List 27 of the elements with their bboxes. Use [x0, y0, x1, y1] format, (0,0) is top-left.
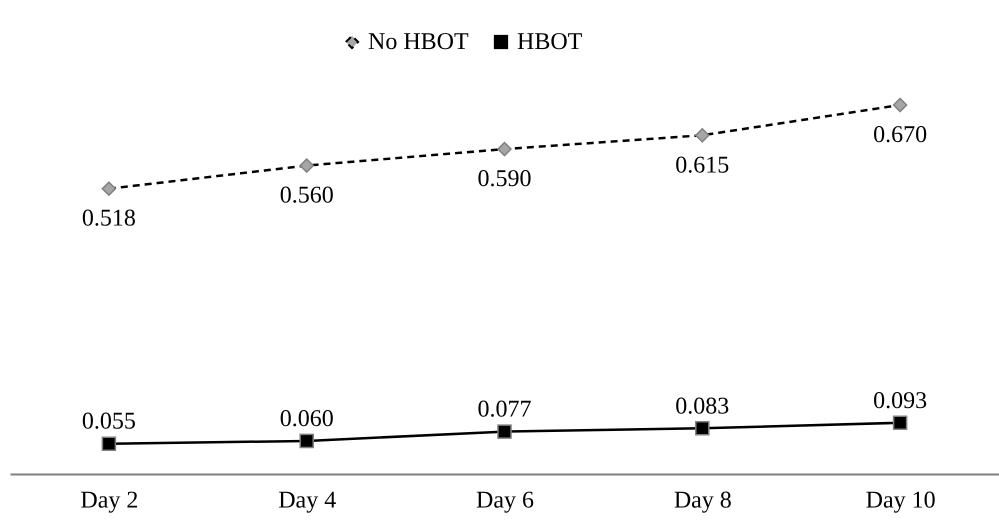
point: [299, 158, 314, 173]
data-label: 0.093: [873, 388, 928, 414]
point: [102, 436, 116, 451]
point: [299, 434, 314, 448]
point: [497, 142, 512, 156]
point: [695, 421, 710, 436]
data-label: 0.083: [675, 393, 730, 420]
point: [695, 128, 710, 143]
x-tick-label: Day 4: [278, 488, 336, 514]
x-tick-label: Day 2: [80, 488, 138, 514]
data-label: 0.055: [82, 408, 136, 435]
legend-label: No HBOT: [368, 29, 470, 55]
point: [892, 98, 908, 112]
data-label: 0.615: [675, 152, 730, 178]
point: [102, 181, 116, 196]
x-tick-label: Day 6: [476, 488, 534, 514]
data-label: 0.670: [873, 122, 928, 148]
data-label: 0.518: [82, 206, 136, 232]
point: [497, 424, 512, 439]
x-tick-label: Day 8: [674, 488, 732, 514]
data-label: 0.060: [280, 406, 334, 432]
data-label: 0.590: [478, 166, 532, 192]
x-tick-label: Day 10: [866, 488, 936, 514]
data-label: 0.077: [478, 396, 532, 423]
data-label: 0.560: [280, 182, 334, 209]
legend-label: HBOT: [517, 29, 583, 55]
point: [892, 416, 908, 430]
